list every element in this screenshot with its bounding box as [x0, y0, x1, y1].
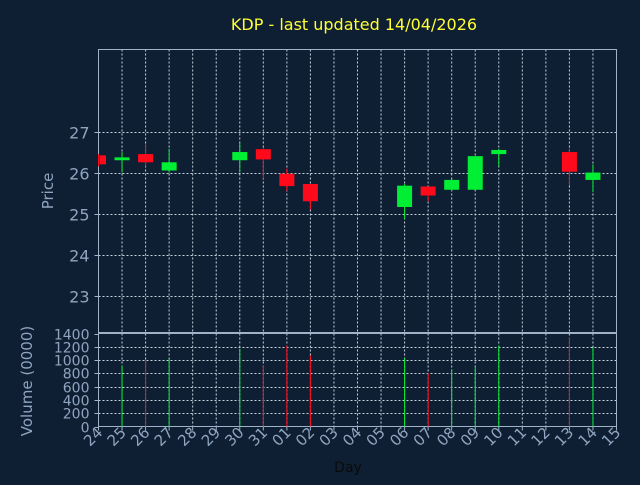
volume-y-tick-label: 800 — [63, 367, 90, 383]
price-y-axis-label: Price — [39, 173, 57, 210]
price-frame — [98, 49, 617, 333]
candlestick-series — [98, 143, 601, 219]
x-axis-label: Day — [334, 460, 362, 476]
candle-body — [279, 173, 295, 187]
volume-y-tick-label: 400 — [63, 394, 90, 410]
candle-07 — [420, 186, 436, 202]
x-axis-ticks: 2425262728293031010203040506070809101112… — [80, 424, 624, 450]
candle-02 — [302, 184, 318, 210]
candle-body — [99, 155, 106, 165]
candle-01 — [279, 168, 295, 191]
candle-body — [255, 149, 271, 160]
candle-body — [114, 157, 130, 161]
candle-body — [232, 152, 248, 161]
candle-25 — [114, 152, 130, 173]
price-panel: 23 24 25 26 27 Price — [39, 49, 617, 333]
candle-body — [302, 184, 318, 202]
candle-31 — [255, 147, 271, 179]
candle-10 — [491, 148, 507, 167]
candle-14 — [585, 164, 601, 193]
price-y-tick-label: 23 — [69, 288, 89, 307]
volume-y-tick-label: 1400 — [54, 328, 90, 344]
candle-body — [161, 162, 177, 171]
chart-title: KDP - last updated 14/04/2026 — [231, 15, 477, 34]
price-y-tick-label: 26 — [69, 165, 89, 184]
volume-y-tick-label: 1200 — [54, 341, 90, 357]
candle-24 — [98, 154, 106, 167]
candle-08 — [444, 179, 460, 191]
candle-body — [585, 172, 601, 180]
volume-bar-series — [121, 337, 594, 427]
price-y-tick-label: 25 — [69, 206, 89, 225]
candle-body — [491, 149, 507, 155]
price-y-tick-label: 24 — [69, 247, 89, 266]
candle-body — [467, 156, 483, 190]
candle-26 — [138, 143, 154, 167]
candle-body — [138, 154, 154, 163]
price-y-ticks: 23 24 25 26 27 — [69, 124, 99, 307]
volume-y-tick-label: 600 — [63, 381, 90, 397]
candle-body — [561, 152, 577, 172]
candle-06 — [397, 184, 413, 219]
candle-27 — [161, 148, 177, 173]
candle-body — [420, 186, 436, 196]
volume-y-tick-label: 200 — [63, 407, 90, 423]
candle-09 — [467, 156, 483, 190]
volume-y-tick-label: 1000 — [54, 354, 90, 370]
candle-body — [444, 179, 460, 190]
candle-13 — [561, 148, 577, 186]
candle-body — [397, 185, 413, 207]
price-y-tick-label: 27 — [69, 124, 89, 143]
volume-y-tick-label: 0 — [81, 421, 90, 437]
candle-30 — [232, 143, 248, 173]
volume-y-axis-label: Volume (0000) — [18, 326, 36, 436]
